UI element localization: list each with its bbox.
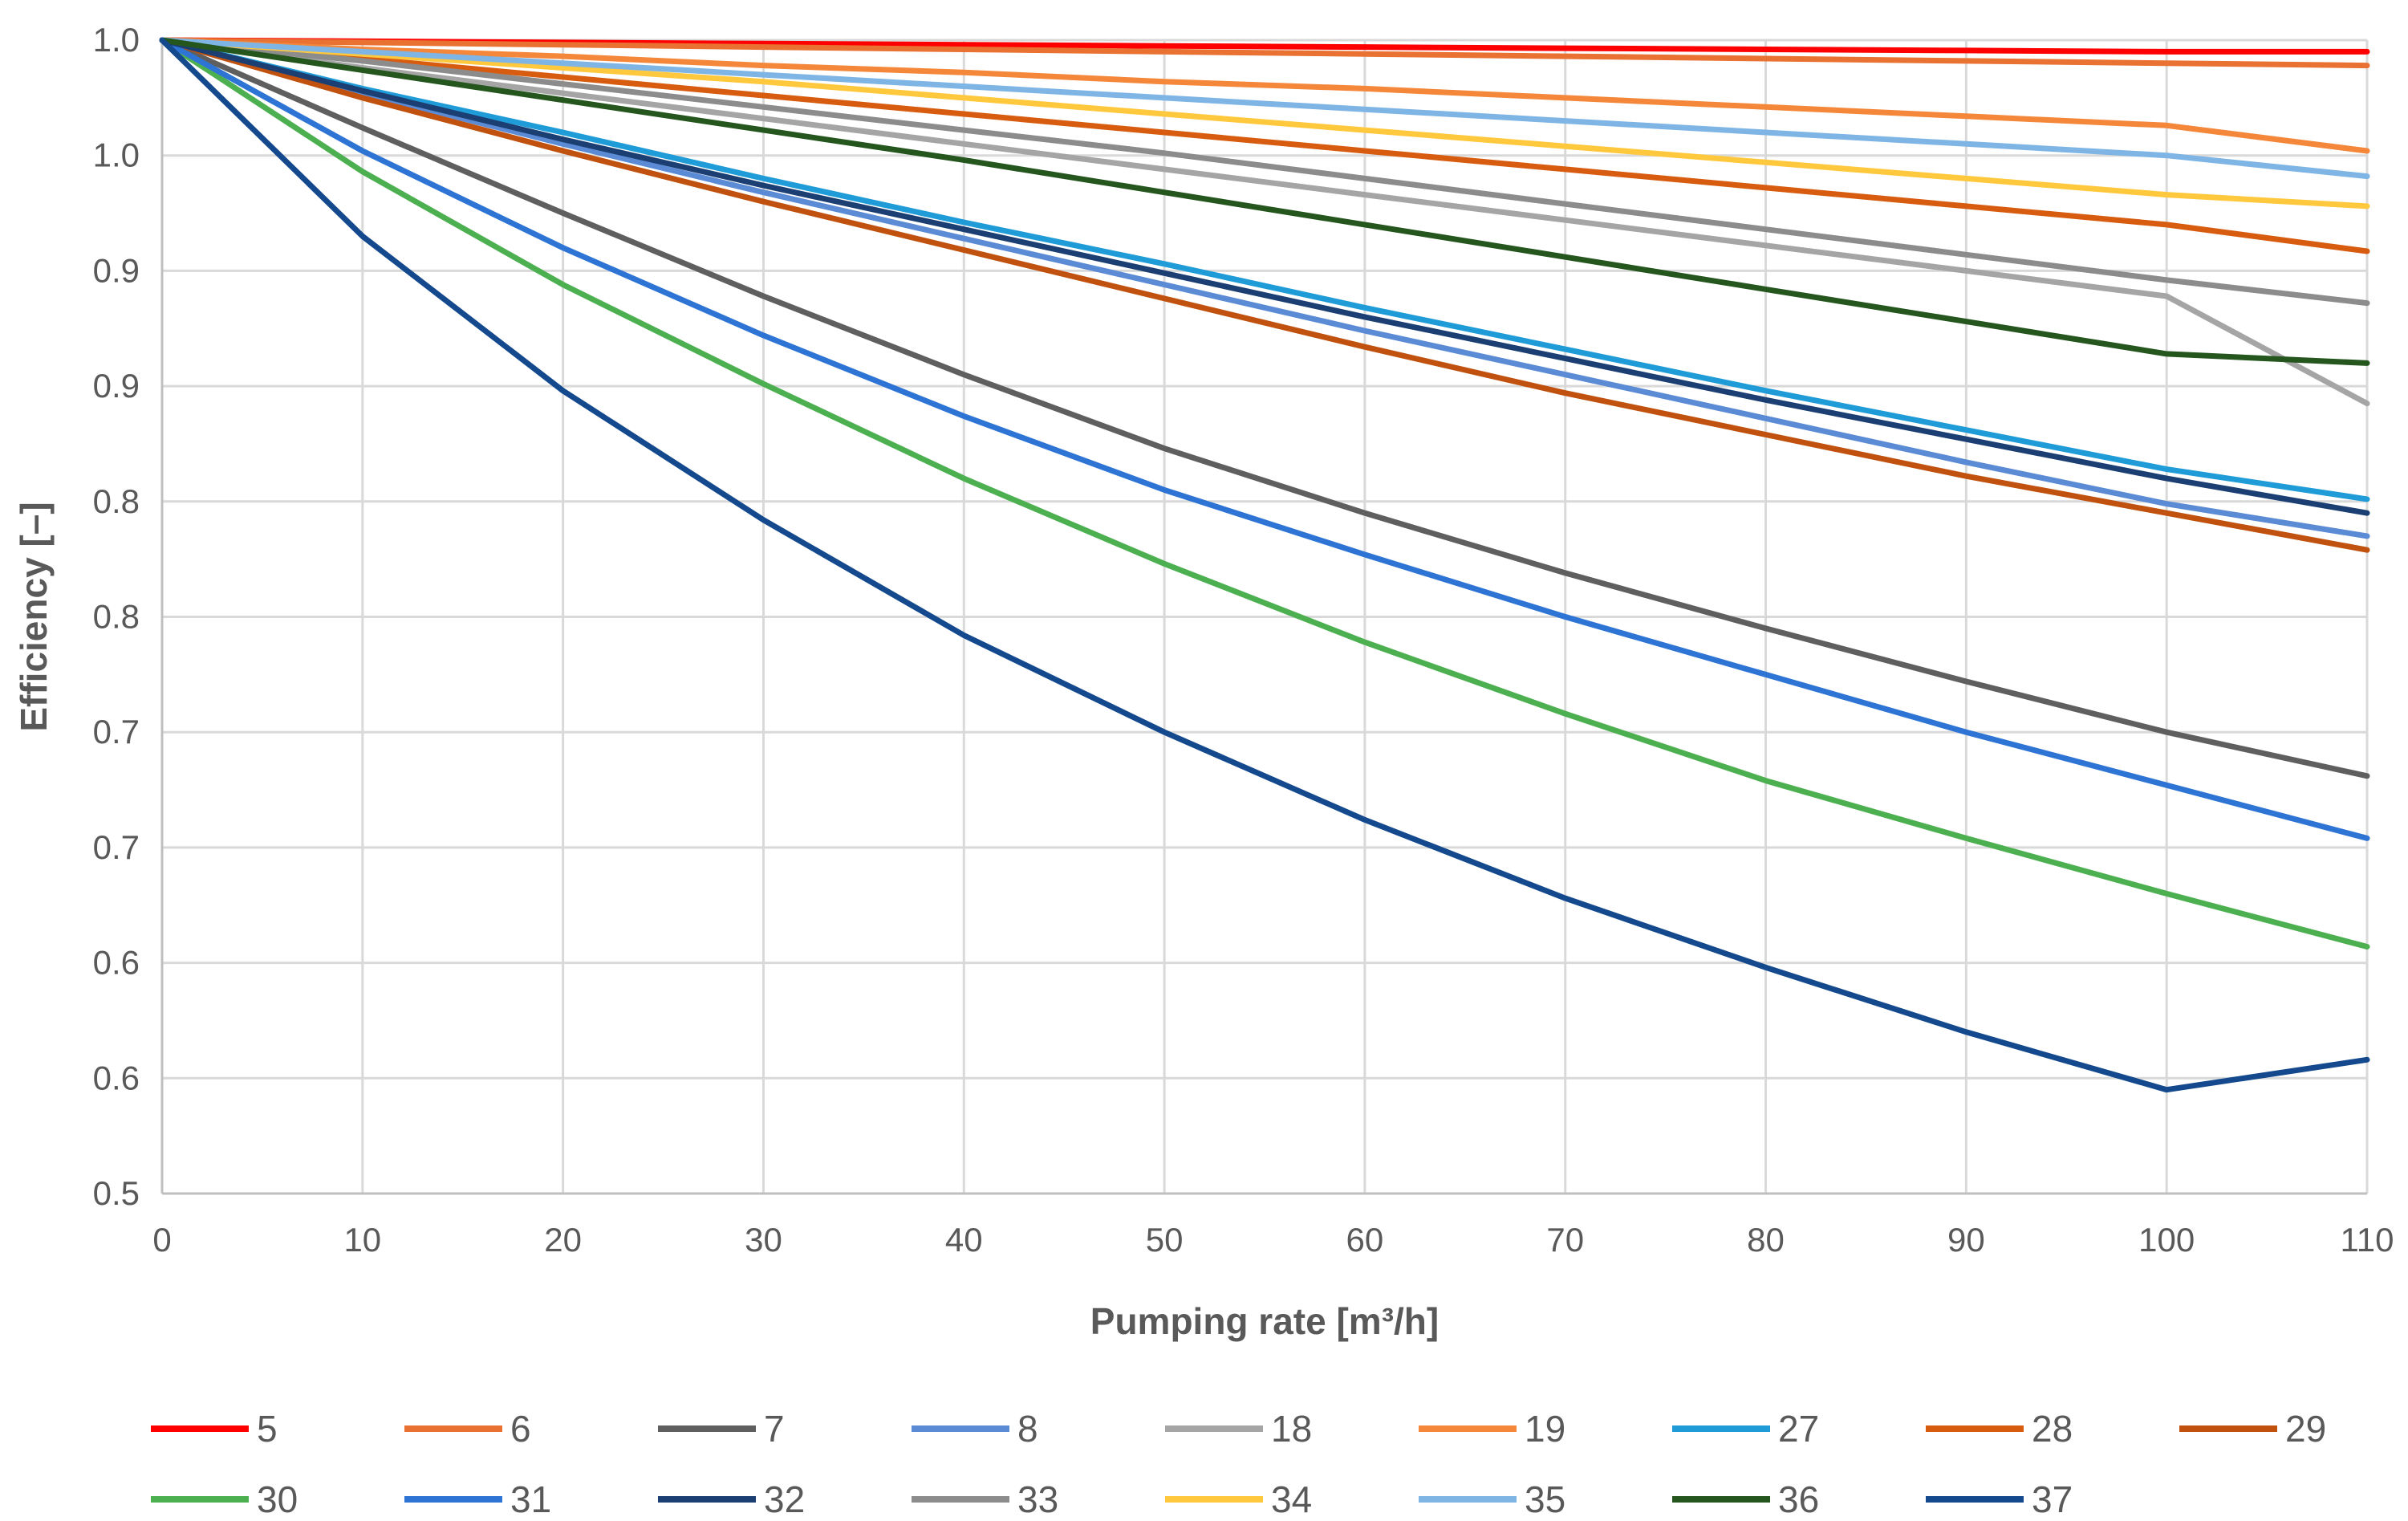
- legend-label: 8: [1017, 1408, 1038, 1450]
- x-axis-title: Pumping rate [m³/h]: [1090, 1300, 1439, 1342]
- y-tick-label: 0.9: [93, 367, 140, 405]
- series-line-31: [159, 37, 2370, 841]
- series-line-35: [159, 37, 2370, 180]
- y-tick-label: 0.8: [93, 598, 140, 636]
- y-tick-labels: 0.5 0.6 0.6 0.7 0.7 0.8 0.8 0.9 0.9 1.0 1.0: [93, 21, 140, 1212]
- legend-label: 6: [510, 1408, 531, 1450]
- legend-item-29: 29: [2179, 1408, 2326, 1450]
- legend-item-31: 31: [404, 1478, 551, 1520]
- series-lines: [159, 37, 2370, 1093]
- legend-label: 5: [257, 1408, 278, 1450]
- x-tick-label: 0: [152, 1221, 171, 1259]
- legend-label: 34: [1271, 1478, 1312, 1520]
- legend-label: 31: [510, 1478, 551, 1520]
- legend-item-19: 19: [1419, 1408, 1565, 1450]
- x-tick-label: 10: [343, 1221, 381, 1259]
- x-tick-label: 60: [1346, 1221, 1384, 1259]
- x-tick-label: 30: [745, 1221, 782, 1259]
- x-tick-label: 40: [945, 1221, 983, 1259]
- x-tick-label: 70: [1546, 1221, 1584, 1259]
- y-tick-label: 0.7: [93, 828, 140, 866]
- legend-item-32: 32: [658, 1478, 805, 1520]
- x-tick-label: 90: [1947, 1221, 1985, 1259]
- legend-item-6: 6: [404, 1408, 531, 1450]
- legend-item-5: 5: [151, 1408, 278, 1450]
- legend-item-35: 35: [1419, 1478, 1565, 1520]
- legend-label: 30: [257, 1478, 298, 1520]
- x-tick-label: 20: [544, 1221, 582, 1259]
- legend: 5 6 7 8 18 19 27 28 29 30 31 32 33 34 35 36 37: [151, 1408, 2326, 1520]
- legend-item-27: 27: [1672, 1408, 1819, 1450]
- series-line-30: [159, 37, 2370, 950]
- legend-label: 27: [1778, 1408, 1819, 1450]
- y-tick-label: 0.5: [93, 1174, 140, 1212]
- legend-item-37: 37: [1926, 1478, 2073, 1520]
- x-tick-label: 100: [2138, 1221, 2195, 1259]
- legend-item-30: 30: [151, 1478, 298, 1520]
- series-line-8: [159, 37, 2370, 539]
- y-tick-label: 1.0: [93, 21, 140, 59]
- y-tick-label: 1.0: [93, 136, 140, 174]
- series-line-7: [159, 37, 2370, 779]
- series-line-33: [159, 37, 2370, 307]
- y-tick-label: 0.9: [93, 251, 140, 289]
- y-tick-label: 0.6: [93, 1059, 140, 1096]
- legend-label: 32: [764, 1478, 805, 1520]
- legend-item-36: 36: [1672, 1478, 1819, 1520]
- series-line-34: [159, 37, 2370, 209]
- legend-label: 37: [2032, 1478, 2073, 1520]
- y-tick-label: 0.8: [93, 482, 140, 520]
- series-line-27: [159, 37, 2370, 502]
- y-tick-label: 0.7: [93, 713, 140, 750]
- legend-item-7: 7: [658, 1408, 785, 1450]
- series-line-32: [159, 37, 2370, 516]
- series-line-19: [159, 37, 2370, 154]
- series-line-29: [159, 37, 2370, 553]
- legend-item-8: 8: [912, 1408, 1038, 1450]
- legend-label: 35: [1525, 1478, 1565, 1520]
- axes: [160, 40, 2367, 1195]
- legend-item-18: 18: [1165, 1408, 1312, 1450]
- series-line-37: [159, 37, 2370, 1093]
- series-line-18: [159, 37, 2370, 407]
- series-line-36: [159, 37, 2370, 366]
- legend-item-28: 28: [1926, 1408, 2073, 1450]
- series-line-6: [159, 37, 2370, 69]
- legend-label: 29: [2285, 1408, 2326, 1450]
- legend-label: 33: [1017, 1478, 1058, 1520]
- x-tick-label: 50: [1146, 1221, 1184, 1259]
- y-tick-label: 0.6: [93, 944, 140, 982]
- x-tick-label: 110: [2341, 1221, 2394, 1259]
- x-tick-label: 80: [1747, 1221, 1785, 1259]
- legend-label: 18: [1271, 1408, 1312, 1450]
- legend-item-33: 33: [912, 1478, 1058, 1520]
- y-axis-title: Efficiency [–]: [13, 502, 55, 731]
- series-line-28: [159, 37, 2370, 254]
- legend-label: 28: [2032, 1408, 2073, 1450]
- legend-item-34: 34: [1165, 1478, 1312, 1520]
- legend-label: 36: [1778, 1478, 1819, 1520]
- x-tick-labels: 0 10 20 30 40 50 60 70 80 90 100 110: [152, 1221, 2394, 1259]
- legend-label: 7: [764, 1408, 785, 1450]
- legend-label: 19: [1525, 1408, 1565, 1450]
